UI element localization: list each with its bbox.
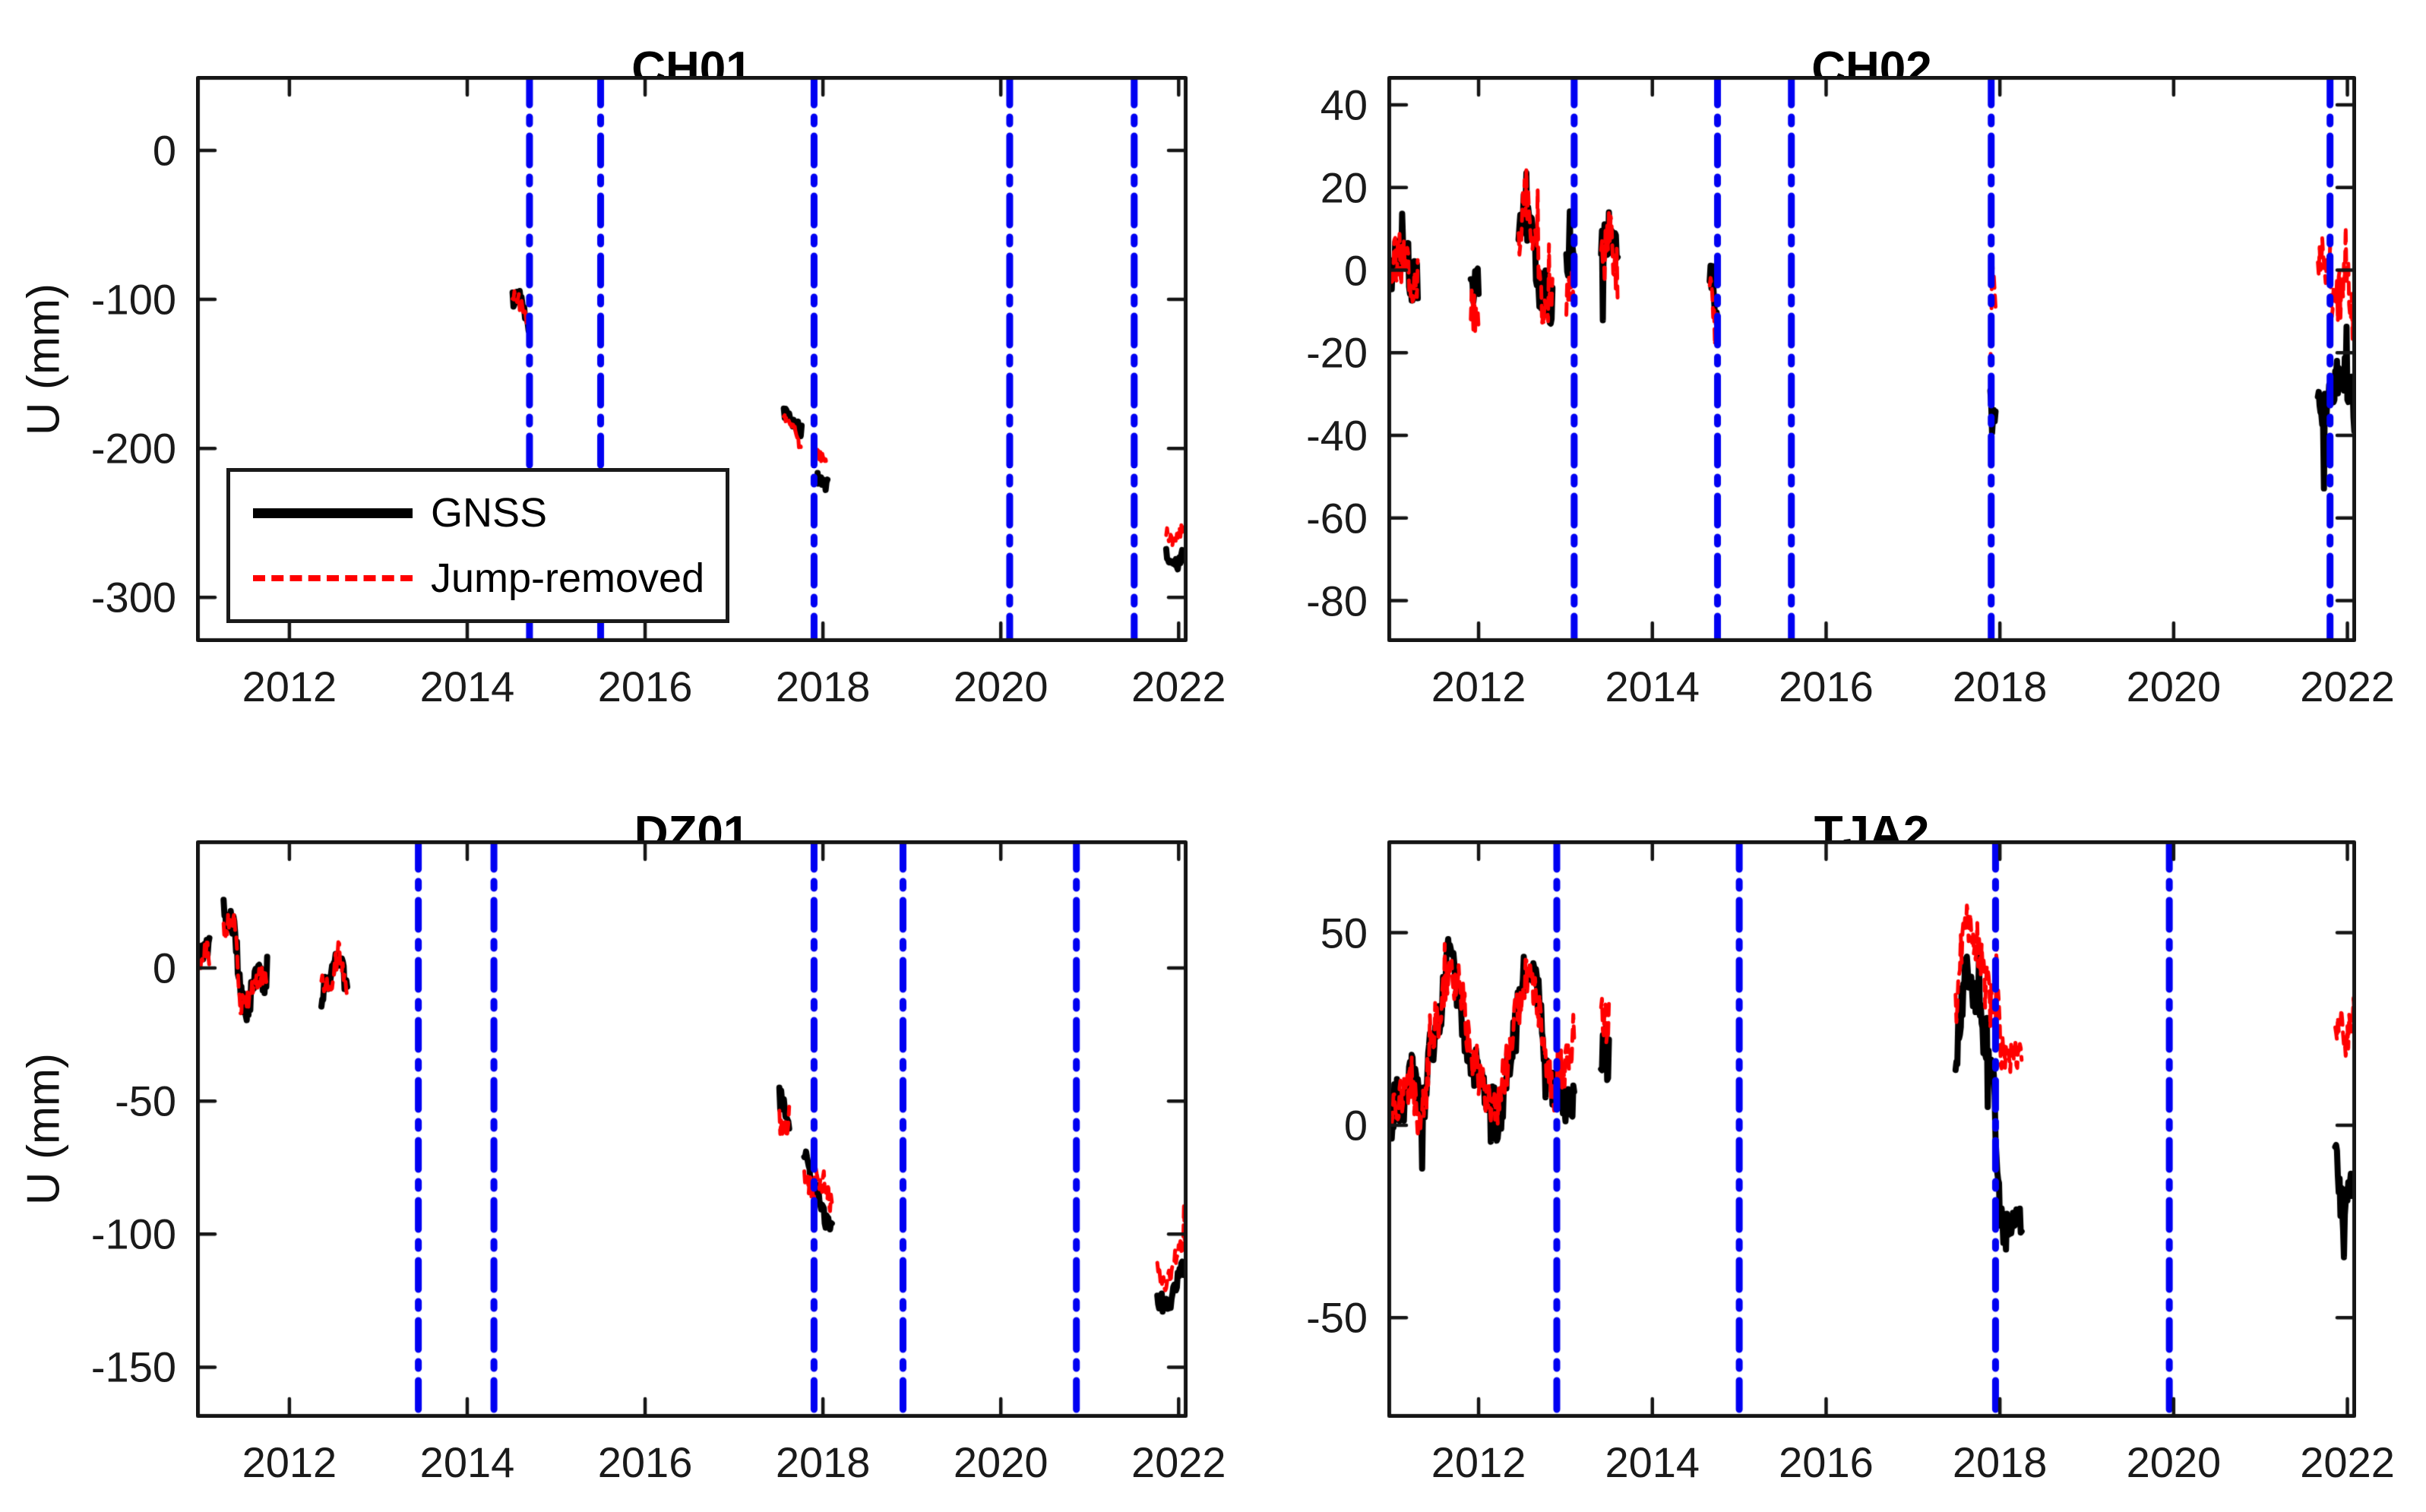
x-tick-label: 2020 (2126, 663, 2222, 710)
legend-entry-jump-removed: Jump-removed (230, 555, 726, 602)
x-tick-label: 2020 (953, 663, 1049, 710)
x-tick-label: 2022 (2300, 1438, 2395, 1486)
x-tick-label: 2014 (1605, 663, 1700, 710)
x-tick-label: 2016 (597, 663, 693, 710)
x-tick-label: 2012 (242, 663, 337, 710)
y-tick-label: 20 (1320, 163, 1368, 212)
x-tick-label: 2018 (775, 1438, 871, 1486)
y-tick-label: 0 (152, 944, 176, 992)
y-tick-label: 0 (1343, 246, 1368, 295)
y-tick-label: -80 (1306, 577, 1368, 625)
y-tick-label: 50 (1320, 909, 1368, 957)
y-tick-label: 0 (152, 126, 176, 175)
x-tick-label: 2022 (1131, 663, 1226, 710)
x-tick-label: 2014 (419, 1438, 515, 1486)
y-tick-label: -40 (1306, 411, 1368, 460)
x-tick-label: 2022 (2300, 663, 2395, 710)
y-tick-label: -100 (90, 275, 176, 324)
y-tick-label: -60 (1306, 494, 1368, 542)
plot-canvas-dz01 (196, 840, 1188, 1418)
y-axis-label: U (mm) (17, 1053, 69, 1205)
x-tick-label: 2016 (1779, 1438, 1874, 1486)
panel-dz01: DZ01 U (mm) 2012 2014 2016 2018 2020 2022 0 -5… (18, 807, 1226, 1486)
x-tick-label: 2022 (1131, 1438, 1226, 1486)
gnss-line-sample-icon (253, 508, 413, 518)
x-tick-label: 2014 (419, 663, 515, 710)
legend-label-gnss: GNSS (431, 490, 548, 536)
y-axis-label: U (mm) (17, 283, 69, 435)
y-tick-label: -50 (1306, 1293, 1368, 1342)
y-tick-label: -200 (90, 424, 176, 473)
x-tick-label: 2012 (1431, 663, 1526, 710)
x-tick-label: 2012 (1431, 1438, 1526, 1486)
legend-box: GNSS Jump-removed (226, 468, 729, 623)
x-tick-label: 2016 (1779, 663, 1874, 710)
x-tick-label: 2018 (1952, 663, 2048, 710)
legend-entry-gnss: GNSS (230, 489, 726, 536)
x-tick-label: 2018 (775, 663, 871, 710)
y-tick-label: -150 (90, 1343, 176, 1391)
y-tick-label: -300 (90, 573, 176, 622)
x-tick-label: 2020 (2126, 1438, 2222, 1486)
panel-ch01: CH01 U (mm) 2012 2014 2016 2018 2020 2022 0 -1… (18, 43, 1226, 710)
x-tick-label: 2016 (597, 1438, 693, 1486)
plot-canvas-tja2 (1387, 840, 2356, 1418)
x-tick-label: 2014 (1605, 1438, 1700, 1486)
y-tick-label: -20 (1306, 328, 1368, 377)
x-tick-label: 2018 (1952, 1438, 2048, 1486)
panel-tja2: TJA2 2012 2014 2016 2018 2020 2022 50 0 -50 (1306, 807, 2395, 1486)
panel-ch02: CH02 2012 2014 2016 2018 2020 2022 40 20 0 -20 -4… (1306, 43, 2395, 710)
y-tick-label: 0 (1343, 1101, 1368, 1150)
jump-removed-line-sample-icon (253, 574, 413, 581)
x-tick-label: 2020 (953, 1438, 1049, 1486)
y-tick-label: -100 (90, 1210, 176, 1258)
y-tick-label: 40 (1320, 81, 1368, 129)
legend-label-jump-removed: Jump-removed (431, 555, 705, 601)
plot-canvas-ch02 (1387, 76, 2356, 642)
x-tick-label: 2012 (242, 1438, 337, 1486)
y-tick-label: -50 (115, 1077, 176, 1125)
